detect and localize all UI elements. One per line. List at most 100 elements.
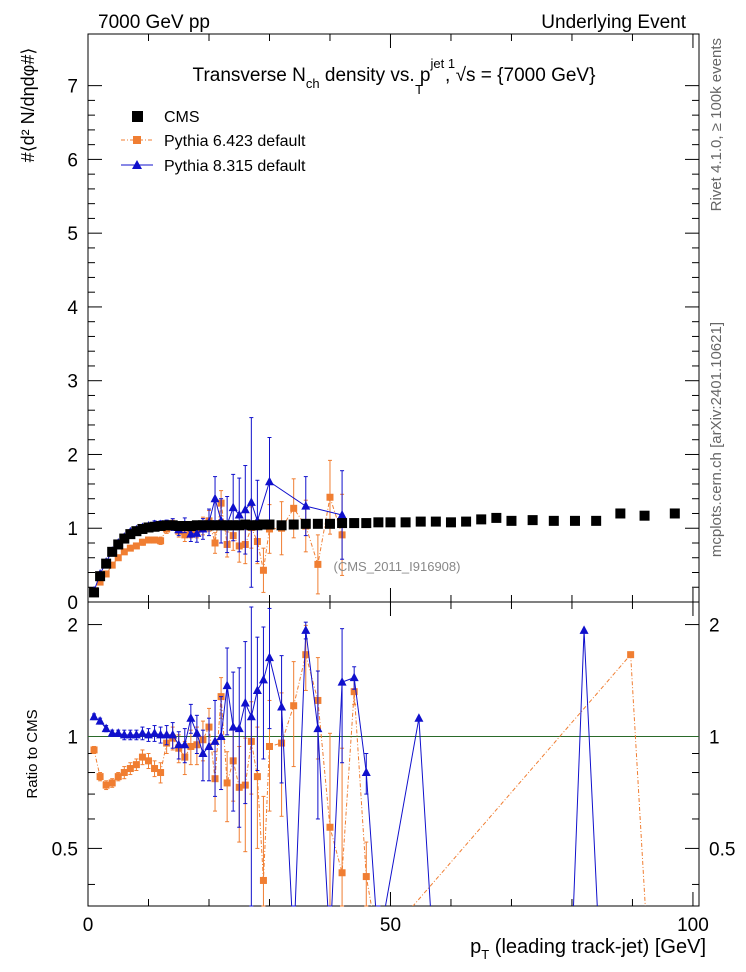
data-point <box>155 521 166 532</box>
data-point <box>414 713 424 722</box>
data-point <box>264 476 274 486</box>
data-point <box>197 520 208 531</box>
data-point <box>95 571 106 582</box>
data-point <box>246 497 256 506</box>
data-point <box>373 517 384 528</box>
data-point <box>476 514 487 525</box>
data-point <box>114 554 122 562</box>
title-energy: = {7000 GeV} <box>476 65 596 86</box>
data-point <box>102 570 110 578</box>
data-point <box>234 520 245 531</box>
ratio-ytick-label: 0.5 <box>52 839 78 860</box>
data-point <box>240 698 250 707</box>
legend-p6-label: Pythia 6.423 default <box>164 133 306 150</box>
data-point <box>362 873 370 881</box>
data-point <box>216 520 227 531</box>
data-point <box>137 728 147 737</box>
ratio-ytick-label: 2 <box>67 616 78 637</box>
data-point <box>174 739 184 749</box>
data-point <box>156 729 166 739</box>
main-ylabel: #⟨d² N/dηdφ#⟩ <box>18 48 38 163</box>
header-left: 7000 GeV pp <box>98 12 210 33</box>
data-point <box>264 519 275 530</box>
data-point <box>162 729 172 739</box>
main-ytick-label: 7 <box>67 77 78 98</box>
data-point <box>186 529 196 538</box>
data-point <box>180 739 190 749</box>
data-point <box>302 651 310 659</box>
data-point <box>173 521 184 532</box>
ratio-panel: 0.5 0.5 1 1 2 2 0 50 100 Ratio to CMS pT (leadi… <box>24 601 735 962</box>
data-point <box>101 723 111 733</box>
main-ytick-label: 0 <box>67 593 78 614</box>
xlabel-T: T <box>481 947 489 962</box>
series-pythia-6-423-default <box>90 624 646 907</box>
data-point <box>210 520 221 531</box>
data-point <box>228 520 239 531</box>
main-x-axis <box>87 34 694 602</box>
data-point <box>252 520 263 531</box>
data-point <box>161 520 172 531</box>
data-point <box>138 538 146 546</box>
data-point <box>143 522 154 533</box>
main-ytick-label: 2 <box>67 445 78 466</box>
data-point <box>101 558 112 569</box>
series-line <box>93 653 646 906</box>
data-point <box>107 546 118 557</box>
header-right: Underlying Event <box>541 12 686 33</box>
data-point <box>312 518 323 529</box>
data-point <box>144 757 152 765</box>
side-text-top: Rivet 4.1.0, ≥ 100k events <box>708 38 725 211</box>
data-point <box>119 729 129 739</box>
data-point <box>107 728 117 737</box>
data-point <box>157 769 165 777</box>
data-point <box>246 711 256 721</box>
data-point <box>138 753 146 761</box>
data-point <box>639 510 650 521</box>
data-point <box>240 504 250 514</box>
data-point <box>277 702 287 711</box>
data-point <box>258 674 268 684</box>
ratio-xtick-label: 0 <box>83 915 94 936</box>
side-text-bottom: mcplots.cern.ch [arXiv:2401.10621] <box>708 322 725 557</box>
data-point <box>151 765 159 773</box>
data-point <box>385 517 396 528</box>
data-point <box>290 504 298 512</box>
data-point <box>349 518 360 529</box>
ratio-ytick-label-right: 0.5 <box>709 839 735 860</box>
data-point <box>259 566 267 574</box>
series-pythia-8-315-default <box>89 606 598 907</box>
data-point <box>192 528 202 537</box>
data-point <box>168 729 178 739</box>
data-point <box>113 728 123 737</box>
data-point <box>324 518 335 529</box>
legend-p6-marker <box>133 136 141 144</box>
data-point <box>108 779 116 787</box>
data-point <box>89 587 100 598</box>
data-point <box>181 531 189 539</box>
data-point <box>461 516 472 527</box>
data-point <box>234 509 244 519</box>
data-point <box>430 516 441 527</box>
data-point <box>300 518 311 529</box>
data-point <box>223 779 231 787</box>
data-point <box>113 539 124 550</box>
data-point <box>290 702 298 710</box>
title-sep: , <box>445 65 456 86</box>
data-point <box>204 741 214 750</box>
data-point <box>119 533 130 544</box>
data-point <box>548 515 559 526</box>
data-point <box>203 520 214 531</box>
data-point <box>445 517 456 528</box>
data-point <box>491 512 502 523</box>
data-point <box>186 713 196 722</box>
data-point <box>126 765 134 773</box>
data-point <box>132 542 140 550</box>
main-ytick-label: 5 <box>67 224 78 245</box>
data-point <box>185 521 196 532</box>
data-point <box>151 536 159 544</box>
ratio-y-axis: 0.5 0.5 1 1 2 2 <box>52 616 735 885</box>
data-point <box>288 519 299 530</box>
data-point <box>102 781 110 789</box>
